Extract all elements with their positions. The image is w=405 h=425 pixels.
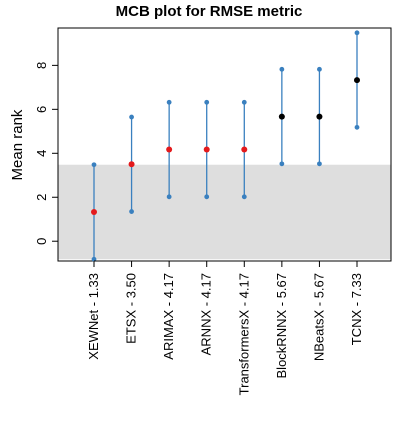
mean-rank-point — [278, 113, 285, 120]
x-tick-label: XEWNet - 1.33 — [86, 273, 101, 360]
mean-rank-point — [241, 146, 248, 153]
interval-upper-point — [354, 30, 360, 36]
interval-lower-point — [129, 209, 134, 214]
y-tick-label: 4 — [34, 150, 49, 157]
x-tick-label: ARIMAX - 4.17 — [161, 273, 176, 360]
x-tick-label: BlockRNNX - 5.67 — [274, 273, 289, 378]
interval-lower-point — [166, 194, 172, 200]
y-tick-label: 2 — [34, 194, 49, 201]
interval-lower-point — [204, 194, 210, 200]
interval-upper-point — [204, 99, 210, 105]
interval-lower-point — [241, 194, 247, 200]
interval-upper-point — [279, 66, 285, 72]
y-axis-label: Mean rank — [9, 109, 26, 180]
interval-upper-point — [241, 99, 247, 105]
x-axis: XEWNet - 1.33 ETSX - 3.50 ARIMAX - 4.17 ARN… — [86, 260, 364, 395]
y-tick-label: 8 — [34, 62, 49, 69]
x-tick-label: ETSX - 3.50 — [124, 273, 139, 344]
interval-lower-point — [317, 161, 322, 167]
y-tick-label: 6 — [34, 106, 49, 113]
interval-lower-point — [354, 124, 360, 130]
interval-lower-point — [279, 161, 285, 167]
mean-rank-point — [354, 77, 360, 84]
mean-rank-point — [316, 113, 323, 120]
interval-upper-point — [129, 114, 134, 120]
chart-marks — [91, 30, 360, 262]
interval-upper-point — [91, 162, 97, 168]
x-tick-label: TransformersX - 4.17 — [236, 273, 251, 395]
mean-rank-point — [91, 208, 97, 215]
y-axis: 0 2 4 6 8 — [34, 62, 59, 245]
reference-band — [58, 164, 391, 260]
x-tick-label: ARNNX - 4.17 — [199, 273, 214, 355]
mean-rank-point — [166, 146, 173, 153]
x-tick-label: NBeatsX - 5.67 — [311, 273, 326, 361]
interval-lower-point — [91, 256, 97, 262]
chart-title: MCB plot for RMSE metric — [116, 3, 303, 20]
x-tick-label: TCNX - 7.33 — [349, 273, 364, 345]
interval-upper-point — [317, 66, 322, 72]
mean-rank-point — [128, 161, 135, 168]
mean-rank-point — [203, 146, 210, 153]
y-tick-label: 0 — [34, 238, 49, 245]
interval-upper-point — [166, 99, 172, 105]
